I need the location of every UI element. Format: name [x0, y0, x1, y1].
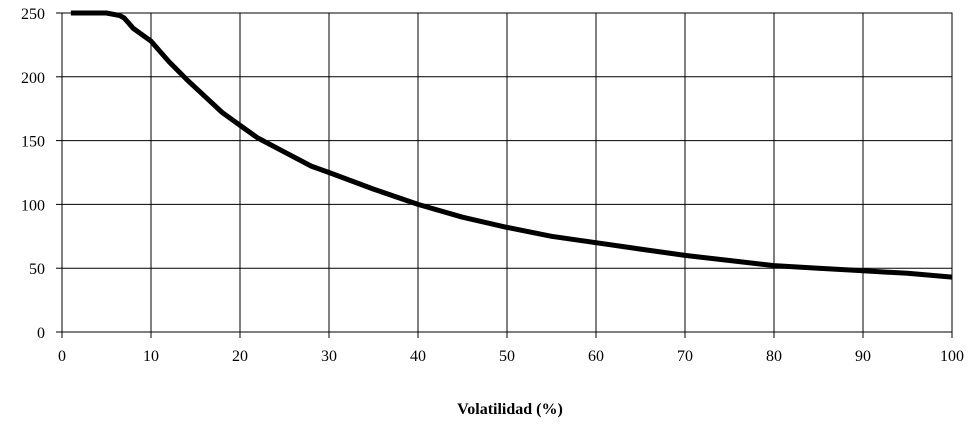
y-tick-label: 0 — [37, 325, 45, 342]
x-tick-label: 60 — [588, 348, 604, 365]
vertical-gridlines — [61, 13, 953, 332]
y-tick-label: 200 — [21, 70, 45, 87]
x-tick-label: 0 — [58, 348, 66, 365]
x-tick-label: 70 — [677, 348, 693, 365]
x-tick-label: 90 — [855, 348, 871, 365]
x-tick-label: 50 — [499, 348, 515, 365]
y-axis-tick-labels: 0 50 100 150 200 250 — [21, 6, 45, 342]
x-tick-label: 10 — [143, 348, 159, 365]
x-tick-label: 40 — [410, 348, 426, 365]
y-tick-label: 250 — [21, 6, 45, 23]
x-tick-label: 20 — [232, 348, 248, 365]
y-tick-label: 50 — [29, 261, 45, 278]
x-tick-label: 100 — [940, 348, 964, 365]
series-line-1 — [70, 10, 953, 280]
x-tick-label: 30 — [321, 348, 337, 365]
y-tick-label: 100 — [21, 197, 45, 214]
x-axis-title: Volatilidad (%) — [457, 401, 563, 418]
x-tick-label: 80 — [766, 348, 782, 365]
series-layer — [70, 10, 953, 280]
x-axis-tick-labels: 0 10 20 30 40 50 60 70 80 90 100 — [58, 348, 964, 365]
y-axis-ticks — [56, 12, 62, 333]
x-axis-ticks — [61, 332, 953, 338]
y-tick-label: 150 — [21, 134, 45, 151]
